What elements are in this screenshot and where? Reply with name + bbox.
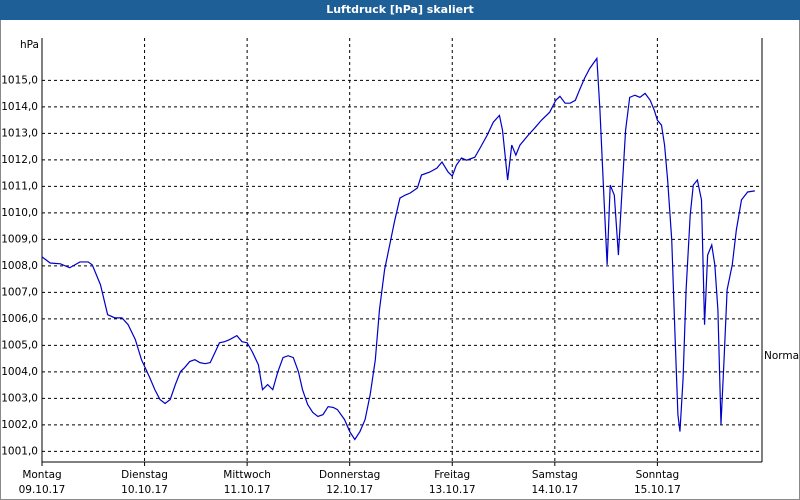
y-tick-label: 1003,0 xyxy=(1,392,38,404)
x-tick-date: 09.10.17 xyxy=(19,484,66,496)
y-tick-label: 1004,0 xyxy=(1,366,38,378)
y-unit-label: hPa xyxy=(20,39,39,51)
y-tick-label: 1005,0 xyxy=(1,339,38,351)
y-tick-label: 1008,0 xyxy=(1,260,38,272)
y-tick-label: 1015,0 xyxy=(1,74,38,86)
y-tick-label: 1014,0 xyxy=(1,101,38,113)
x-tick-date: 11.10.17 xyxy=(224,484,271,496)
y-tick-label: 1007,0 xyxy=(1,286,38,298)
x-tick-label: Samstag xyxy=(532,469,578,481)
title-bar xyxy=(0,0,800,20)
y-tick-label: 1010,0 xyxy=(1,207,38,219)
chart-title: Luftdruck [hPa] skaliert xyxy=(326,3,474,16)
y-tick-label: 1013,0 xyxy=(1,127,38,139)
x-tick-date: 15.10.17 xyxy=(634,484,681,496)
x-tick-label: Mittwoch xyxy=(223,469,271,481)
x-tick-label: Sonntag xyxy=(636,469,680,481)
x-tick-label: Dienstag xyxy=(121,469,168,481)
y-tick-label: 1011,0 xyxy=(1,180,38,192)
y-tick-label: 1001,0 xyxy=(1,445,38,457)
y-tick-label: 1009,0 xyxy=(1,233,38,245)
y-tick-label: 1012,0 xyxy=(1,154,38,166)
pressure-line xyxy=(41,56,755,441)
x-tick-label: Montag xyxy=(22,469,61,481)
annotation-label: Normal xyxy=(764,350,800,362)
x-tick-label: Donnerstag xyxy=(319,469,380,481)
y-tick-label: 1002,0 xyxy=(1,419,38,431)
x-tick-date: 10.10.17 xyxy=(121,484,168,496)
y-tick-label: 1006,0 xyxy=(1,313,38,325)
x-tick-date: 14.10.17 xyxy=(531,484,578,496)
x-tick-date: 13.10.17 xyxy=(429,484,476,496)
x-tick-date: 12.10.17 xyxy=(326,484,373,496)
x-tick-label: Freitag xyxy=(434,469,470,481)
